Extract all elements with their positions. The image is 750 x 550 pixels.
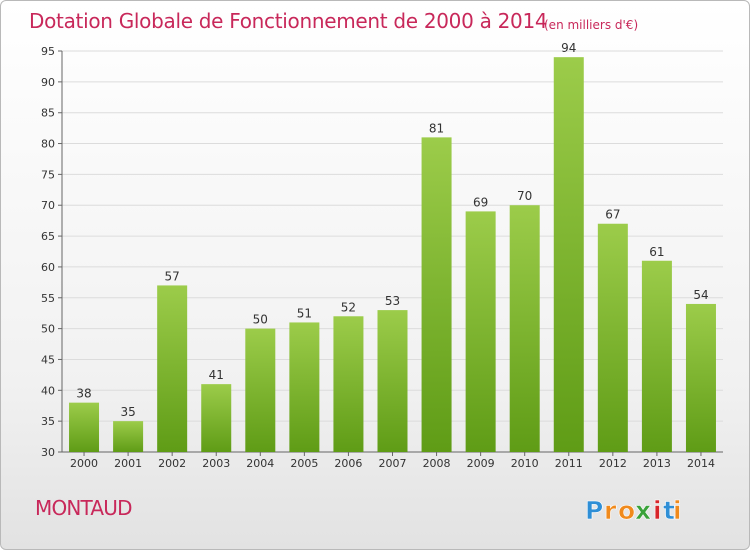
x-tick-label: 2012 (599, 457, 627, 470)
logo-letter: i (673, 496, 682, 525)
value-label: 53 (385, 294, 400, 308)
bar-2014 (685, 303, 716, 452)
value-label: 70 (517, 189, 532, 203)
logo-letter: o (618, 496, 635, 525)
x-tick-label: 2002 (158, 457, 186, 470)
x-tick-label: 2014 (687, 457, 715, 470)
x-tick-label: 2001 (114, 457, 142, 470)
y-tick-label: 35 (41, 415, 55, 428)
value-label: 57 (165, 269, 180, 283)
x-tick-label: 2004 (246, 457, 274, 470)
bar-2009 (465, 211, 496, 452)
y-tick-label: 30 (41, 446, 55, 459)
y-tick-label: 95 (41, 45, 55, 58)
value-label: 52 (341, 300, 356, 314)
x-tick-label: 2000 (70, 457, 98, 470)
y-tick-label: 85 (41, 107, 55, 120)
chart-subtitle: (en milliers d'€) (544, 18, 639, 32)
y-tick-label: 70 (41, 199, 55, 212)
y-tick-label: 60 (41, 261, 55, 274)
y-tick-label: 55 (41, 292, 55, 305)
x-tick-label: 2009 (467, 457, 495, 470)
logo-letter: i (653, 496, 662, 525)
bar-2011 (553, 57, 584, 453)
value-label: 38 (76, 387, 91, 401)
x-tick-label: 2010 (511, 457, 539, 470)
value-label: 41 (209, 368, 224, 382)
value-label: 94 (561, 41, 576, 55)
chart-title: Dotation Globale de Fonctionnement de 20… (29, 9, 548, 33)
value-label: 54 (693, 288, 708, 302)
value-labels: 38 35 57 41 50 51 52 53 81 69 70 94 67 61 54 (76, 41, 708, 419)
value-label: 35 (120, 405, 135, 419)
x-tick-label: 2013 (643, 457, 671, 470)
y-tick-label: 40 (41, 384, 55, 397)
x-tick-label: 2007 (379, 457, 407, 470)
y-tick-label: 50 (41, 323, 55, 336)
x-tick-label: 2006 (334, 457, 362, 470)
x-tick-label: 2005 (290, 457, 318, 470)
y-tick-label: 80 (41, 138, 55, 151)
logo-letter: r (604, 496, 617, 525)
value-label: 50 (253, 313, 268, 327)
x-tick-label: 2011 (555, 457, 583, 470)
bar-2001 (113, 421, 144, 452)
bar-2010 (509, 205, 540, 452)
logo-letter: x (635, 496, 651, 525)
y-tick-label: 90 (41, 76, 55, 89)
y-tick-label: 45 (41, 353, 55, 366)
value-label: 69 (473, 195, 488, 209)
x-tick-label: 2008 (423, 457, 451, 470)
bar-2004 (245, 328, 276, 452)
bar-2002 (157, 285, 188, 452)
value-label: 51 (297, 306, 312, 320)
value-label: 67 (605, 208, 620, 222)
bar-2008 (421, 137, 452, 452)
x-tick-label: 2003 (202, 457, 230, 470)
bar-2005 (289, 322, 320, 452)
bar-2003 (201, 384, 232, 452)
bar-2013 (641, 260, 672, 452)
logo-letter: t (663, 496, 675, 525)
logo-letter: P (585, 496, 603, 525)
bar-2012 (597, 223, 628, 452)
value-label: 81 (429, 121, 444, 135)
bar-2007 (377, 310, 408, 452)
bar-2006 (333, 316, 364, 452)
axes: 30 35 40 45 50 55 60 65 70 75 80 85 90 95 2000 2001 2002… (41, 45, 723, 470)
bar-2000 (69, 402, 100, 452)
y-tick-label: 65 (41, 230, 55, 243)
value-label: 61 (649, 245, 664, 259)
y-tick-label: 75 (41, 168, 55, 181)
bars (69, 57, 716, 453)
town-name: MONTAUD (35, 496, 133, 520)
